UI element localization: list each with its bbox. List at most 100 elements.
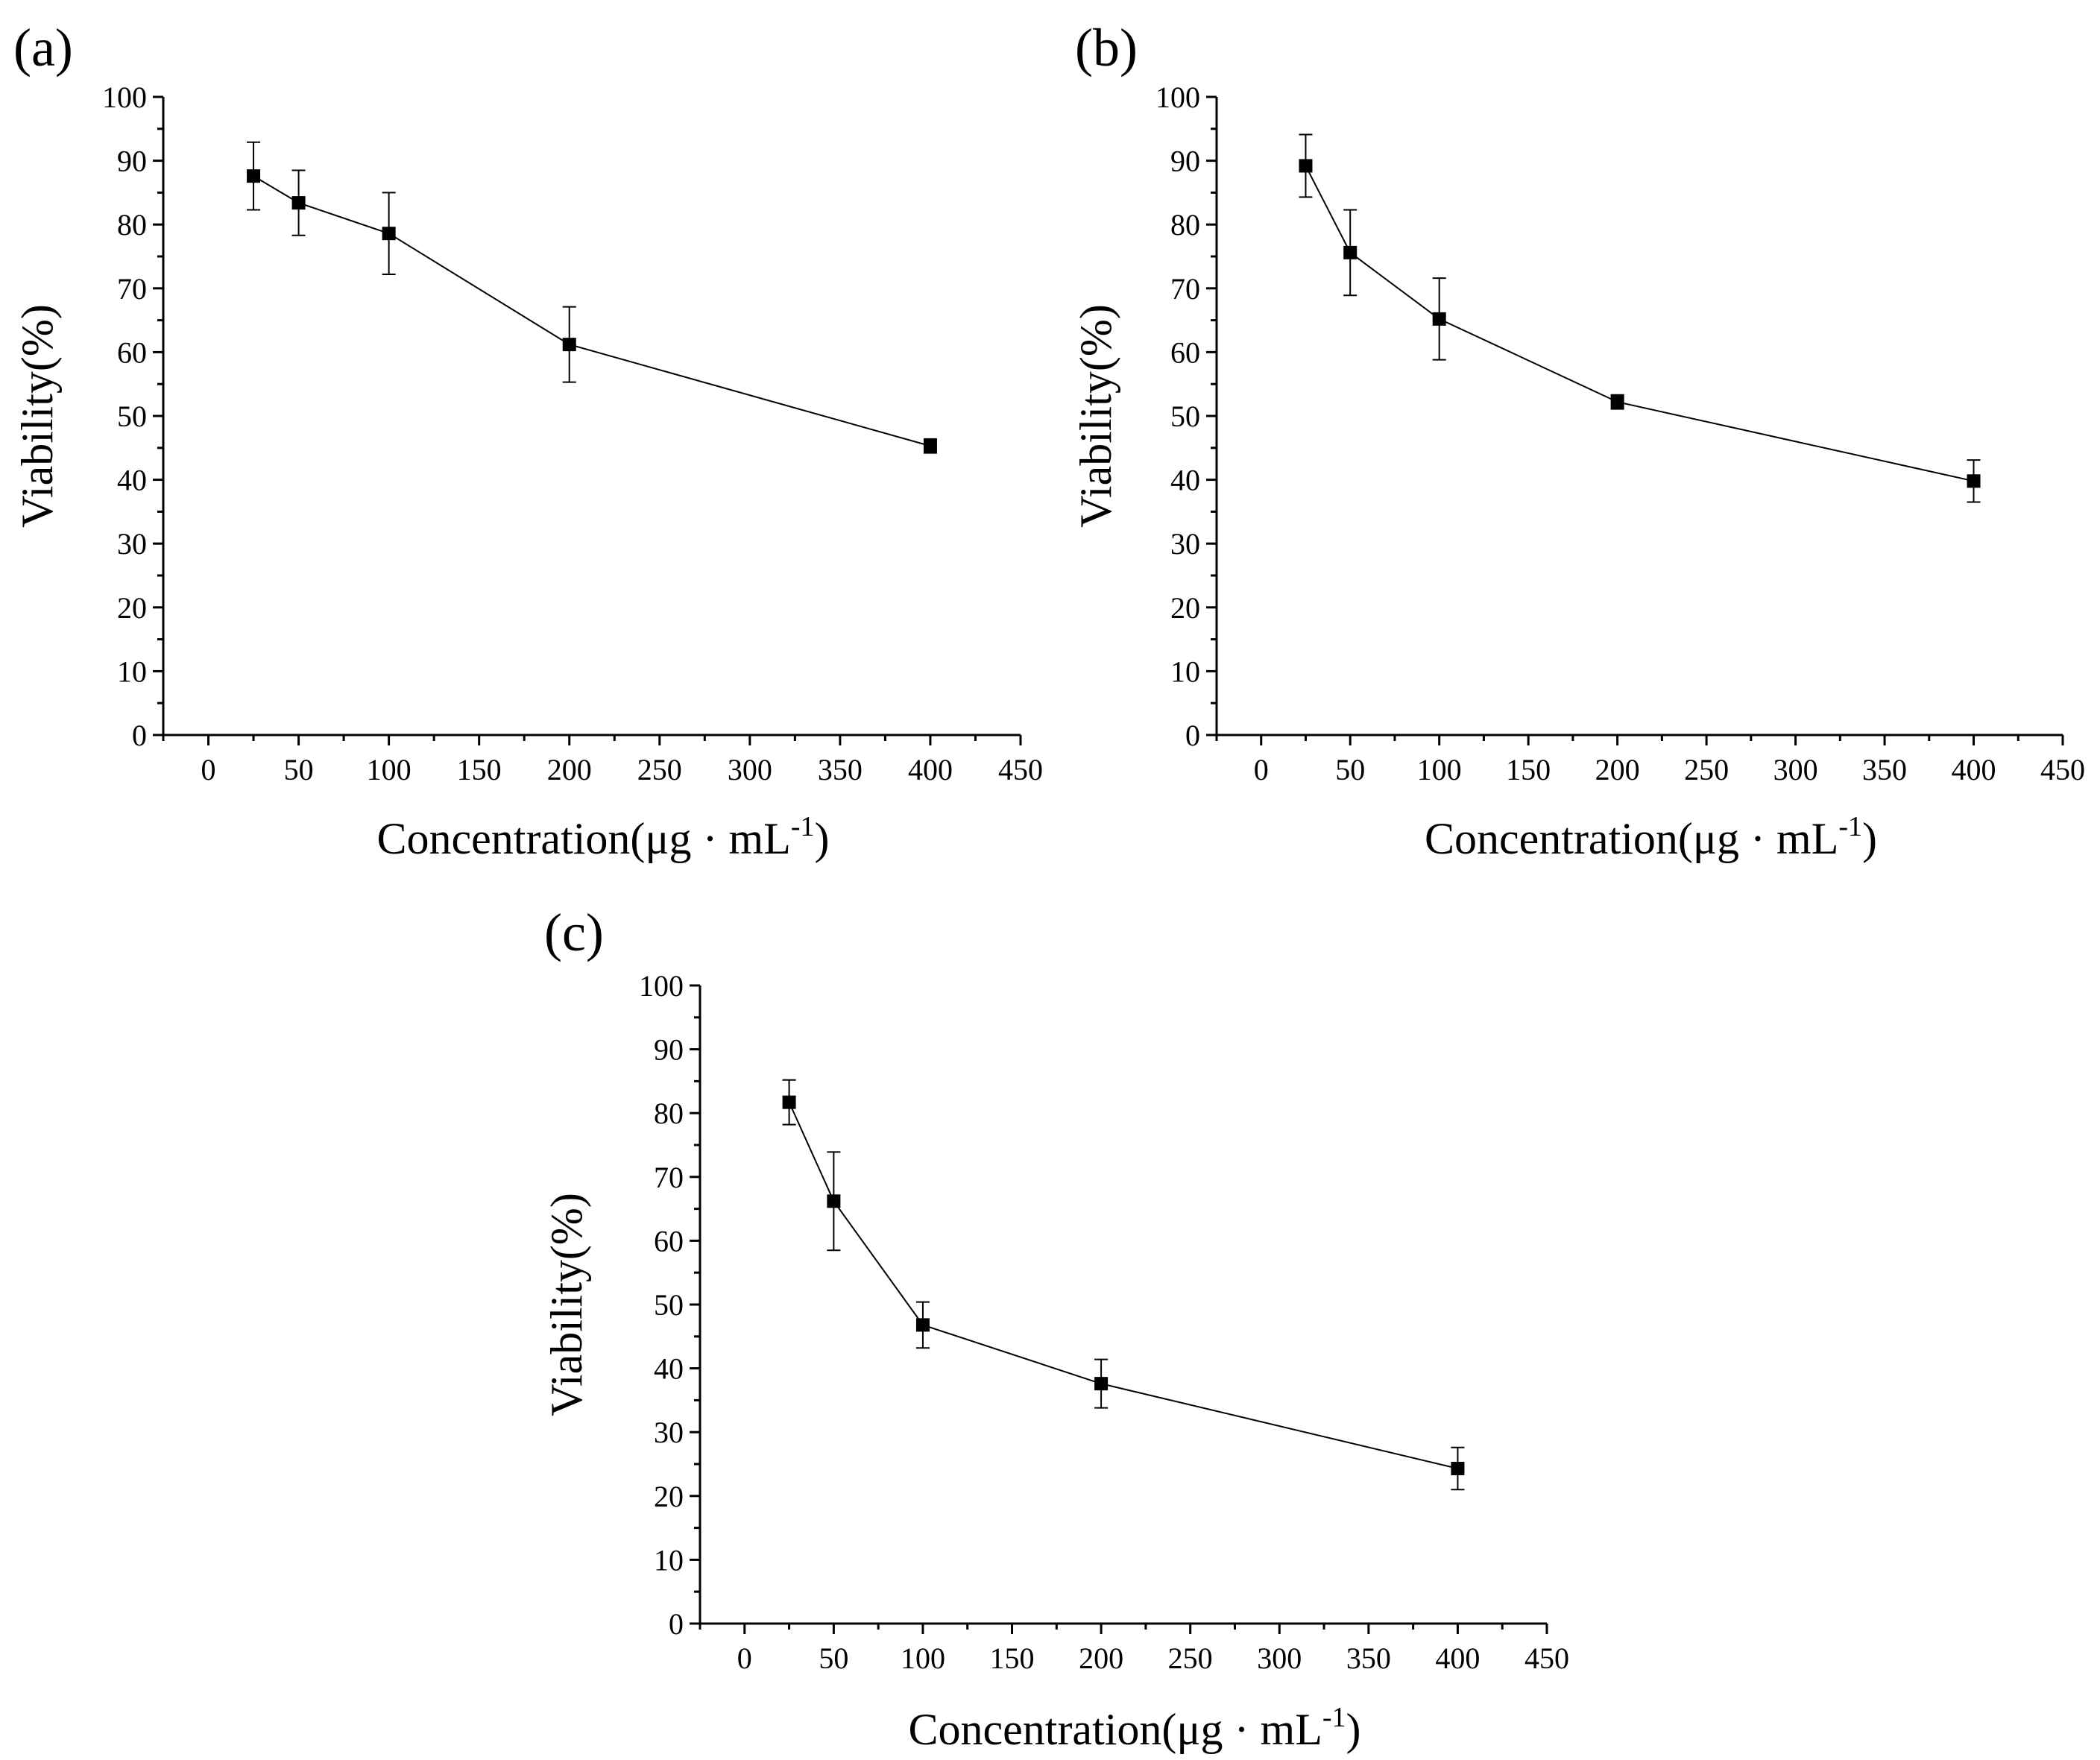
x-tick-label: 100 [367,753,412,786]
chart-panel-a: (a) 0 10 20 30 40 50 60 70 80 90 100 0 50 100 150 200 250… [13,18,1043,863]
x-tick-label: 300 [1773,753,1818,786]
y-tick-label: 50 [1170,400,1200,433]
data-point [1967,474,1981,488]
x-tick-label: 350 [818,753,863,786]
chart-panel-c: (c) 0 10 20 30 40 50 60 70 80 90 100 0 50 100 150 200 250… [542,903,1569,1754]
panel-label: (a) [13,18,73,78]
data-point [1299,159,1313,173]
data-point [562,338,576,352]
data-point [827,1194,841,1208]
x-tick-label: 50 [284,753,314,786]
y-tick-label: 30 [1170,527,1200,561]
series-line [253,175,931,447]
panel-label: (c) [544,903,604,962]
x-tick-label: 300 [728,753,772,786]
x-tick-label: 400 [908,753,953,786]
x-axis-title-main: Concentration(μg · mL [377,814,791,863]
x-axis-title-end: ) [1346,1705,1361,1754]
x-axis-title: Concentration(μg · mL-1) [377,811,830,863]
y-tick-label: 100 [102,81,147,114]
y-tick-label: 70 [117,272,147,306]
x-tick-label: 50 [819,1641,848,1675]
y-tick-label: 80 [1170,208,1200,242]
data-point [1432,312,1446,326]
y-tick-label: 0 [1185,719,1200,752]
data-point [291,196,306,210]
data-point [1094,1377,1109,1391]
y-tick-label: 90 [1170,145,1200,178]
y-tick-label: 0 [669,1607,684,1641]
series-line [788,1102,1458,1469]
x-tick-label: 350 [1862,753,1907,786]
y-axis-title: Viability(%) [1071,304,1120,528]
x-tick-label: 350 [1346,1641,1391,1675]
y-tick-label: 60 [654,1224,684,1258]
series-line [1305,165,1974,482]
x-tick-label: 450 [998,753,1043,786]
x-tick-label: 200 [1079,1641,1123,1675]
x-axis-title-superscript: -1 [1322,1702,1346,1733]
y-tick-label: 40 [117,464,147,497]
y-tick-label: 20 [1170,591,1200,625]
y-tick-label: 90 [117,145,147,178]
chart-panel-b: (b) 0 10 20 30 40 50 60 70 80 90 100 0 50 100 150 200 250… [1071,18,2085,863]
y-tick-label: 40 [654,1352,684,1386]
x-axis-title-main: Concentration(μg · mL [1425,814,1838,863]
x-axis-title-end: ) [815,814,830,863]
y-tick-label: 100 [639,969,684,1003]
y-tick-label: 80 [117,208,147,242]
data-point [782,1095,796,1109]
x-tick-label: 450 [1524,1641,1569,1675]
y-tick-label: 80 [654,1097,684,1130]
data-point [247,169,261,183]
x-axis-title: Concentration(μg · mL-1) [909,1702,1361,1754]
y-axis-title: Viability(%) [542,1193,591,1416]
x-tick-label: 50 [1335,753,1365,786]
y-tick-label: 100 [1155,81,1200,114]
y-tick-label: 20 [117,591,147,625]
x-tick-label: 250 [1168,1641,1213,1675]
y-tick-label: 70 [654,1161,684,1194]
x-tick-label: 250 [1684,753,1729,786]
x-axis-title: Concentration(μg · mL-1) [1425,811,1877,863]
panel-label: (b) [1075,18,1138,78]
y-tick-label: 60 [1170,335,1200,369]
x-tick-label: 200 [1595,753,1640,786]
x-tick-label: 0 [1254,753,1269,786]
x-tick-label: 400 [1435,1641,1480,1675]
x-tick-label: 100 [1417,753,1462,786]
x-tick-label: 150 [990,1641,1035,1675]
y-axis-title: Viability(%) [13,304,62,528]
x-tick-label: 0 [201,753,216,786]
y-tick-label: 10 [1170,655,1200,688]
y-tick-label: 90 [654,1033,684,1067]
y-tick-label: 40 [1170,464,1200,497]
x-tick-label: 400 [1952,753,1996,786]
x-tick-label: 450 [2040,753,2085,786]
x-axis-title-superscript: -1 [791,811,815,842]
data-point [382,227,396,241]
x-tick-label: 100 [901,1641,945,1675]
x-tick-label: 150 [457,753,502,786]
x-axis-title-main: Concentration(μg · mL [909,1705,1322,1754]
x-tick-label: 150 [1506,753,1551,786]
y-tick-label: 70 [1170,272,1200,306]
x-tick-label: 300 [1257,1641,1302,1675]
data-point [1610,395,1624,409]
data-point [915,1318,930,1332]
x-tick-label: 200 [547,753,592,786]
y-tick-label: 10 [654,1543,684,1577]
data-point [1451,1461,1465,1475]
y-tick-label: 60 [117,335,147,369]
x-tick-label: 0 [737,1641,752,1675]
y-tick-label: 30 [117,527,147,561]
x-tick-label: 250 [637,753,682,786]
y-tick-label: 20 [654,1480,684,1513]
y-tick-label: 10 [117,655,147,688]
data-point [1343,245,1358,259]
y-tick-label: 50 [654,1288,684,1322]
data-point [923,439,937,453]
x-axis-title-end: ) [1862,814,1877,863]
y-tick-label: 30 [654,1416,684,1449]
